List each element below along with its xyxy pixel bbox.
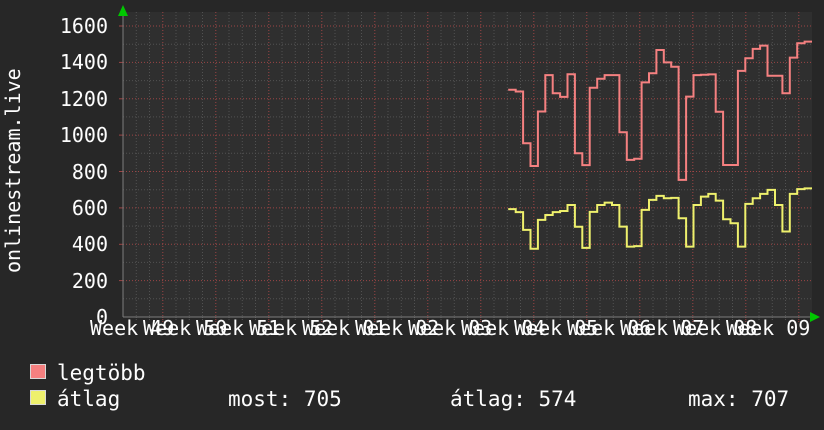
- x-tick-label: Week 02: [355, 316, 440, 340]
- x-tick-label: Week 09: [726, 316, 811, 340]
- stat-max: max: 707: [688, 387, 790, 411]
- x-tick-label: Week 49: [90, 316, 175, 340]
- x-tick-label: Week 06: [567, 316, 652, 340]
- legend-label-legtobb: legtöbb: [57, 361, 146, 385]
- x-tick-label: Week 51: [196, 316, 281, 340]
- legend-label-atlag: átlag: [57, 387, 121, 411]
- legend-swatch-legtobb-icon: [30, 364, 46, 379]
- x-tick-label: Week 07: [620, 316, 705, 340]
- y-tick-label: 1600: [59, 14, 108, 38]
- y-tick-label: 400: [71, 232, 108, 257]
- y-tick-label: 1200: [59, 86, 108, 111]
- x-tick-label: Week 50: [143, 316, 228, 340]
- x-tick-label: Week 03: [408, 316, 493, 340]
- x-tick-label: Week 05: [514, 316, 599, 340]
- legend-row-atlag: átlag most: 705 átlag: 574 max: 707: [0, 388, 824, 412]
- y-tick-label: 600: [71, 195, 108, 220]
- x-tick-label: Week 52: [249, 316, 334, 340]
- x-tick-label: Week 04: [461, 316, 546, 340]
- y-tick-label: 0: [95, 305, 108, 329]
- legend-row-legtobb: legtöbb: [0, 362, 824, 386]
- stat-atlag: átlag: 574: [450, 387, 577, 411]
- legend-swatch-atlag-icon: [30, 390, 46, 405]
- y-tick-label: 200: [71, 268, 108, 293]
- x-tick-label: Week 01: [302, 316, 387, 340]
- x-tick-label: Week 08: [673, 316, 758, 340]
- y-tick-label: 1400: [59, 50, 108, 75]
- y-tick-label: 800: [71, 159, 108, 184]
- stat-most: most: 705: [228, 387, 342, 411]
- y-axis-title: onlinestream.live: [1, 68, 25, 273]
- y-tick-label: 1000: [59, 123, 108, 148]
